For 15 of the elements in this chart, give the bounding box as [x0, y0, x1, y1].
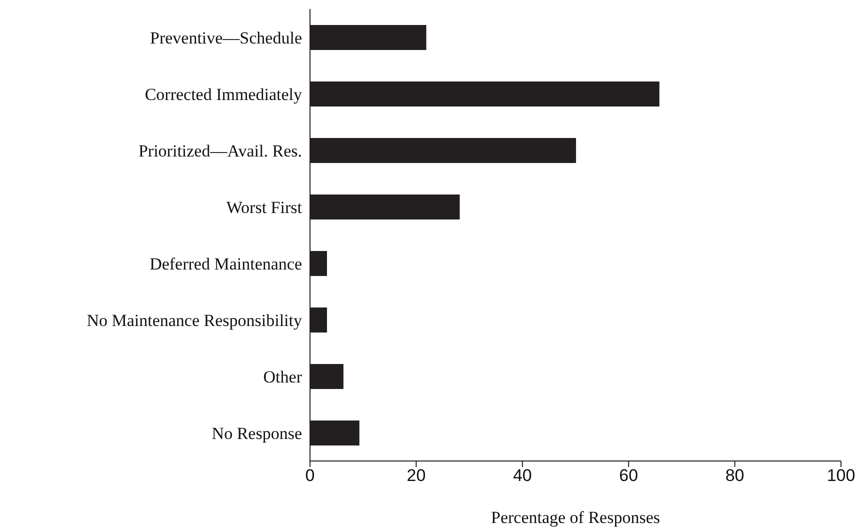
- y-tick-label: No Maintenance Responsibility: [86, 310, 302, 330]
- x-tick-label: 80: [725, 466, 744, 486]
- x-axis-title: Percentage of Responses: [490, 508, 660, 528]
- y-tick-label: Preventive—Schedule: [150, 28, 302, 48]
- y-tick-label: Prioritized—Avail. Res.: [138, 141, 302, 160]
- y-tick-label: Other: [263, 367, 302, 386]
- y-tick-label: Worst First: [226, 198, 302, 217]
- x-tick-label: 0: [305, 466, 315, 486]
- y-tick-label: No Response: [212, 424, 302, 443]
- y-tick-label: Corrected Immediately: [144, 84, 302, 104]
- x-tick-label: 20: [406, 466, 426, 486]
- x-tick-label: 40: [512, 466, 532, 486]
- x-tick-label: 60: [619, 466, 638, 486]
- x-tick-label: 100: [826, 466, 856, 486]
- y-tick-label: Deferred Maintenance: [150, 254, 302, 274]
